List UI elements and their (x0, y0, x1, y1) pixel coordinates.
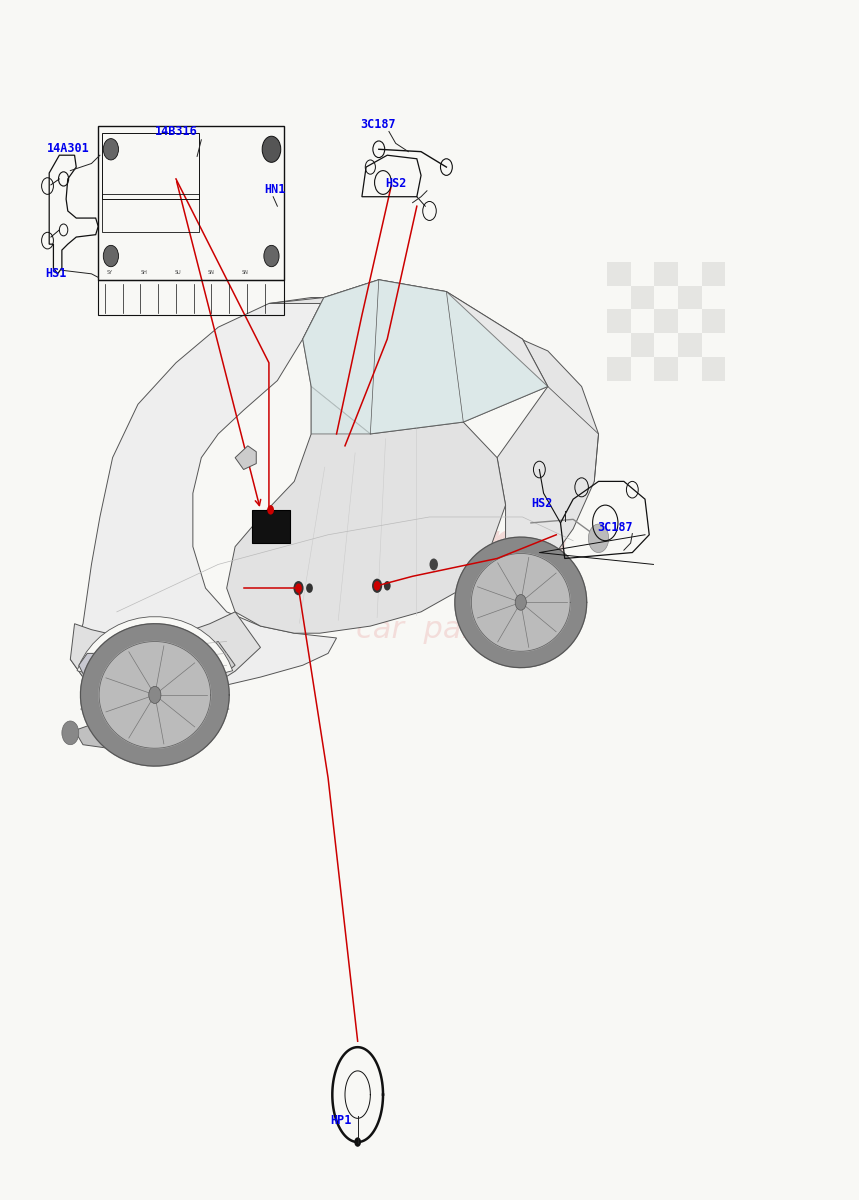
Text: 14A301: 14A301 (46, 142, 89, 155)
Bar (678, 286, 702, 310)
Text: car  parts: car parts (356, 616, 503, 644)
Circle shape (62, 721, 79, 745)
Text: SN: SN (208, 270, 215, 275)
Bar (102, 133, 199, 199)
Circle shape (374, 581, 381, 590)
Circle shape (499, 557, 512, 576)
Circle shape (588, 524, 609, 552)
Bar (678, 334, 702, 356)
Bar (631, 334, 655, 356)
Polygon shape (70, 298, 337, 701)
Polygon shape (70, 612, 260, 701)
Circle shape (103, 139, 119, 160)
Circle shape (306, 583, 313, 593)
Circle shape (294, 581, 303, 595)
Bar (256, 524, 282, 534)
Text: SH: SH (141, 270, 148, 275)
Text: SY: SY (107, 270, 113, 275)
Text: HS1: HS1 (45, 268, 66, 281)
Polygon shape (455, 538, 587, 667)
Circle shape (354, 1138, 361, 1147)
Polygon shape (79, 653, 124, 685)
Bar (702, 262, 725, 286)
Circle shape (430, 558, 438, 570)
Text: HP1: HP1 (331, 1115, 352, 1127)
Bar (655, 262, 678, 286)
Polygon shape (88, 642, 235, 697)
Polygon shape (302, 280, 548, 434)
Bar (607, 310, 631, 334)
Polygon shape (235, 446, 256, 469)
Text: HS2: HS2 (531, 498, 552, 510)
Circle shape (264, 139, 279, 160)
Bar (702, 310, 725, 334)
Text: 14B316: 14B316 (155, 125, 198, 138)
Bar (98, 280, 284, 316)
Text: scuderia: scuderia (289, 518, 570, 575)
Circle shape (103, 245, 119, 266)
Bar (252, 510, 290, 544)
Text: 3C187: 3C187 (360, 118, 396, 131)
Circle shape (262, 137, 281, 162)
Circle shape (149, 686, 161, 703)
Polygon shape (81, 624, 229, 766)
Circle shape (295, 583, 302, 593)
Circle shape (384, 581, 391, 590)
Circle shape (264, 245, 279, 266)
Bar (655, 310, 678, 334)
Bar (631, 286, 655, 310)
Bar (655, 356, 678, 380)
Text: HS2: HS2 (386, 178, 407, 191)
Bar (607, 262, 631, 286)
Bar (102, 193, 199, 233)
Text: SU: SU (174, 270, 181, 275)
Polygon shape (75, 719, 155, 749)
Bar (607, 356, 631, 380)
Polygon shape (472, 553, 570, 652)
Circle shape (372, 578, 382, 593)
Bar (98, 126, 284, 280)
Text: SN: SN (242, 270, 249, 275)
Polygon shape (77, 617, 233, 709)
Polygon shape (99, 642, 210, 749)
Circle shape (515, 594, 527, 611)
Polygon shape (269, 280, 599, 612)
Polygon shape (227, 386, 506, 634)
Circle shape (267, 505, 274, 515)
Text: HN1: HN1 (265, 184, 286, 196)
Bar (702, 356, 725, 380)
Polygon shape (302, 280, 548, 434)
Text: 3C187: 3C187 (597, 521, 632, 534)
